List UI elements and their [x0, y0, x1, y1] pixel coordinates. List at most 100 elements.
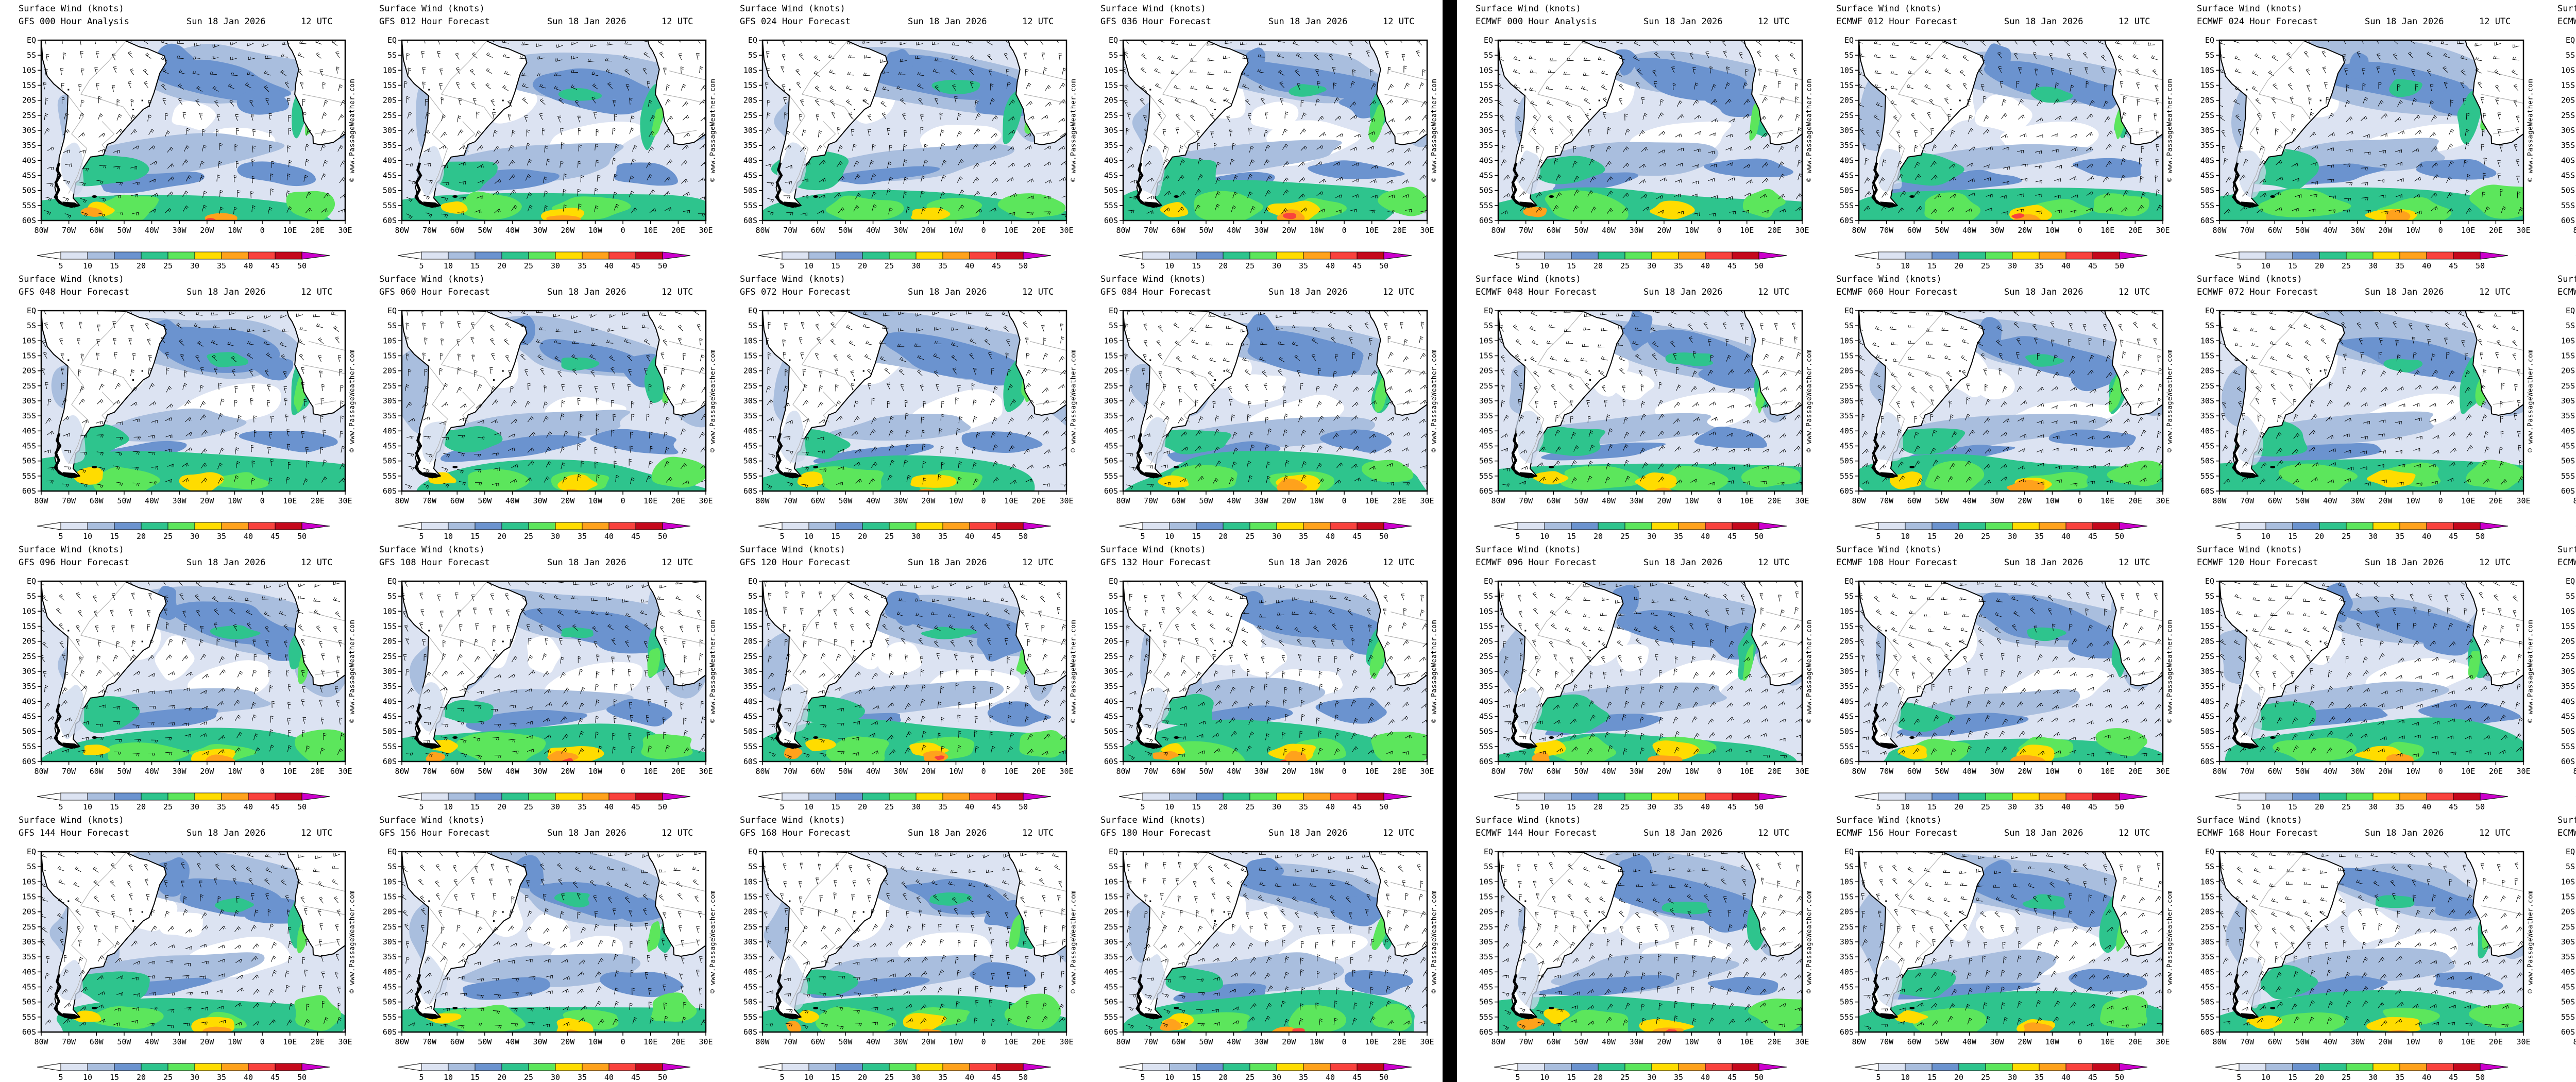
scale-tick-label: 40	[1701, 1073, 1710, 1082]
scale-tick-label: 50	[297, 261, 307, 270]
latitude-axis-label: 55S	[1479, 471, 1493, 481]
scale-tick-label: 50	[2115, 802, 2124, 812]
scale-tick-label: 40	[965, 532, 974, 541]
latitude-axis-label: 45S	[743, 983, 757, 992]
panel-time: 12 UTC	[1383, 557, 1415, 568]
forecast-panel-ecmwf-180-hour-forecast: Surface Wind (knots) ECMWF 180 Hour Forec…	[2539, 812, 2576, 1082]
africa-landmass	[1368, 581, 1427, 686]
latitude-axis-label: 5S	[1109, 591, 1118, 601]
latitude-axis-label: 15S	[1840, 81, 1854, 90]
scale-tick-label: 25	[1245, 532, 1255, 541]
latitude-axis-label: 30S	[2561, 126, 2575, 135]
longitude-axis-label: 30W	[1990, 1037, 2005, 1046]
latitude-axis-label: 30S	[1104, 937, 1118, 946]
panel-date: Sun 18 Jan 2026	[1268, 557, 1348, 568]
scale-tick-label: 20	[1594, 532, 1603, 541]
latitude-axis-label: EQ	[1844, 577, 1854, 586]
scale-tick-label: 30	[1647, 1073, 1656, 1082]
scale-tick-label: 40	[604, 261, 614, 270]
longitude-axis-label: 10W	[1685, 1037, 1699, 1046]
falkland-islands	[1909, 736, 1915, 739]
scale-under-arrow	[2215, 792, 2240, 801]
panel-time: 12 UTC	[1758, 16, 1790, 27]
latitude-axis-label: 15S	[2561, 892, 2575, 902]
latitude-axis-label: 60S	[2200, 1027, 2214, 1037]
scale-over-arrow	[1383, 522, 1412, 530]
scale-tick-label: 5	[1140, 802, 1145, 812]
panel-time: 12 UTC	[1758, 828, 1790, 838]
latitude-axis-label: 55S	[2200, 471, 2214, 481]
panel-model-hour: ECMWF 000 Hour Analysis	[1476, 16, 1597, 27]
scale-tick-label: 10	[2261, 532, 2270, 541]
longitude-axis-label: 60W	[1907, 767, 1922, 776]
africa-landmass	[647, 852, 706, 957]
latitude-axis-label: 55S	[1840, 201, 1854, 210]
longitude-axis-label: 40W	[1962, 1037, 1977, 1046]
scale-tick-label: 30	[2368, 802, 2378, 812]
latitude-axis-label: 45S	[2561, 171, 2575, 180]
wind-barbs	[2219, 852, 2523, 1027]
latitude-axis-label: 15S	[2200, 351, 2214, 361]
panel-time: 12 UTC	[301, 287, 333, 297]
scale-tick-label: 50	[1019, 802, 1028, 812]
longitude-axis-label: 20E	[1768, 767, 1782, 776]
latitude-axis-label: 50S	[2200, 727, 2214, 736]
scale-under-arrow	[758, 1063, 783, 1071]
longitude-axis-label: 80W	[755, 1037, 770, 1046]
panel-model-hour: GFS 144 Hour Forecast	[19, 828, 129, 838]
panel-time: 12 UTC	[662, 287, 693, 297]
latitude-axis-label: 35S	[1840, 952, 1854, 961]
latitude-axis-label: 10S	[1479, 336, 1493, 345]
scale-tick-label: 30	[1272, 802, 1281, 812]
latitude-axis-label: 25S	[22, 111, 36, 120]
latitude-axis-label: 20S	[383, 637, 397, 646]
latitude-axis-label: 5S	[27, 50, 36, 60]
longitude-axis-label: 20E	[671, 1037, 685, 1046]
latitude-axis-label: 15S	[1104, 622, 1118, 631]
falkland-islands	[1909, 465, 1915, 468]
scale-under-arrow	[758, 792, 783, 801]
latitude-axis-label: EQ	[748, 36, 757, 45]
scale-tick-label: 45	[2088, 1073, 2097, 1082]
wind-barbs	[764, 581, 1066, 759]
panel-model-hour: GFS 048 Hour Forecast	[19, 287, 129, 297]
longitude-axis-label: 20W	[921, 1037, 936, 1046]
latitude-axis-label: 40S	[1104, 697, 1118, 706]
color-scale: 5 10 15 20 25 30 35 40 45 50	[1494, 522, 1787, 541]
scale-tick-label: 5	[58, 261, 63, 270]
wind-map: EQ 5S 10S 15S 20S 25S 30S 35S 40S 45S 50S 55S 60S80W…	[383, 36, 713, 270]
longitude-axis-label: 10W	[1685, 226, 1699, 235]
longitude-axis-label: 60W	[2268, 226, 2282, 235]
longitude-axis-label: 30E	[1059, 1037, 1073, 1046]
scale-tick-label: 10	[444, 532, 453, 541]
longitude-axis-label: 70W	[1519, 496, 1533, 505]
latitude-axis-label: 55S	[1104, 1012, 1118, 1022]
longitude-axis-label: 40W	[1602, 496, 1616, 505]
latitude-axis-label: 10S	[743, 877, 757, 886]
latitude-axis-label: 20S	[1104, 637, 1118, 646]
longitude-axis-label: 80W	[755, 496, 770, 505]
latitude-axis-label: 5S	[2566, 862, 2575, 871]
wind-barbs	[404, 40, 706, 219]
scale-tick-label: 50	[1754, 802, 1764, 812]
scale-tick-label: 5	[1515, 802, 1520, 812]
longitude-axis-label: 0	[2078, 226, 2082, 235]
longitude-axis-label: 20W	[1282, 1037, 1296, 1046]
longitude-axis-label: 60W	[1172, 767, 1186, 776]
forecast-panel-ecmwf-000-hour-analysis: Surface Wind (knots) ECMWF 000 Hour Analy…	[1457, 0, 1818, 270]
scale-tick-label: 15	[1567, 1073, 1576, 1082]
latitude-axis-label: 5S	[387, 862, 397, 871]
scale-over-arrow	[1383, 251, 1412, 260]
chile-fjord-coast	[1511, 703, 1523, 748]
latitude-axis-label: 55S	[1104, 201, 1118, 210]
scale-tick-label: 45	[631, 261, 640, 270]
falkland-islands	[2270, 195, 2276, 198]
scale-over-arrow	[1383, 1063, 1412, 1071]
scale-tick-label: 30	[190, 532, 199, 541]
scale-tick-label: 30	[2368, 261, 2378, 270]
longitude-axis-label: 0	[621, 767, 625, 776]
latitude-axis-label: 45S	[1479, 983, 1493, 992]
scale-tick-label: 10	[1165, 802, 1174, 812]
latitude-axis-label: EQ	[1484, 847, 1493, 856]
longitude-axis-label: 30W	[2351, 496, 2365, 505]
